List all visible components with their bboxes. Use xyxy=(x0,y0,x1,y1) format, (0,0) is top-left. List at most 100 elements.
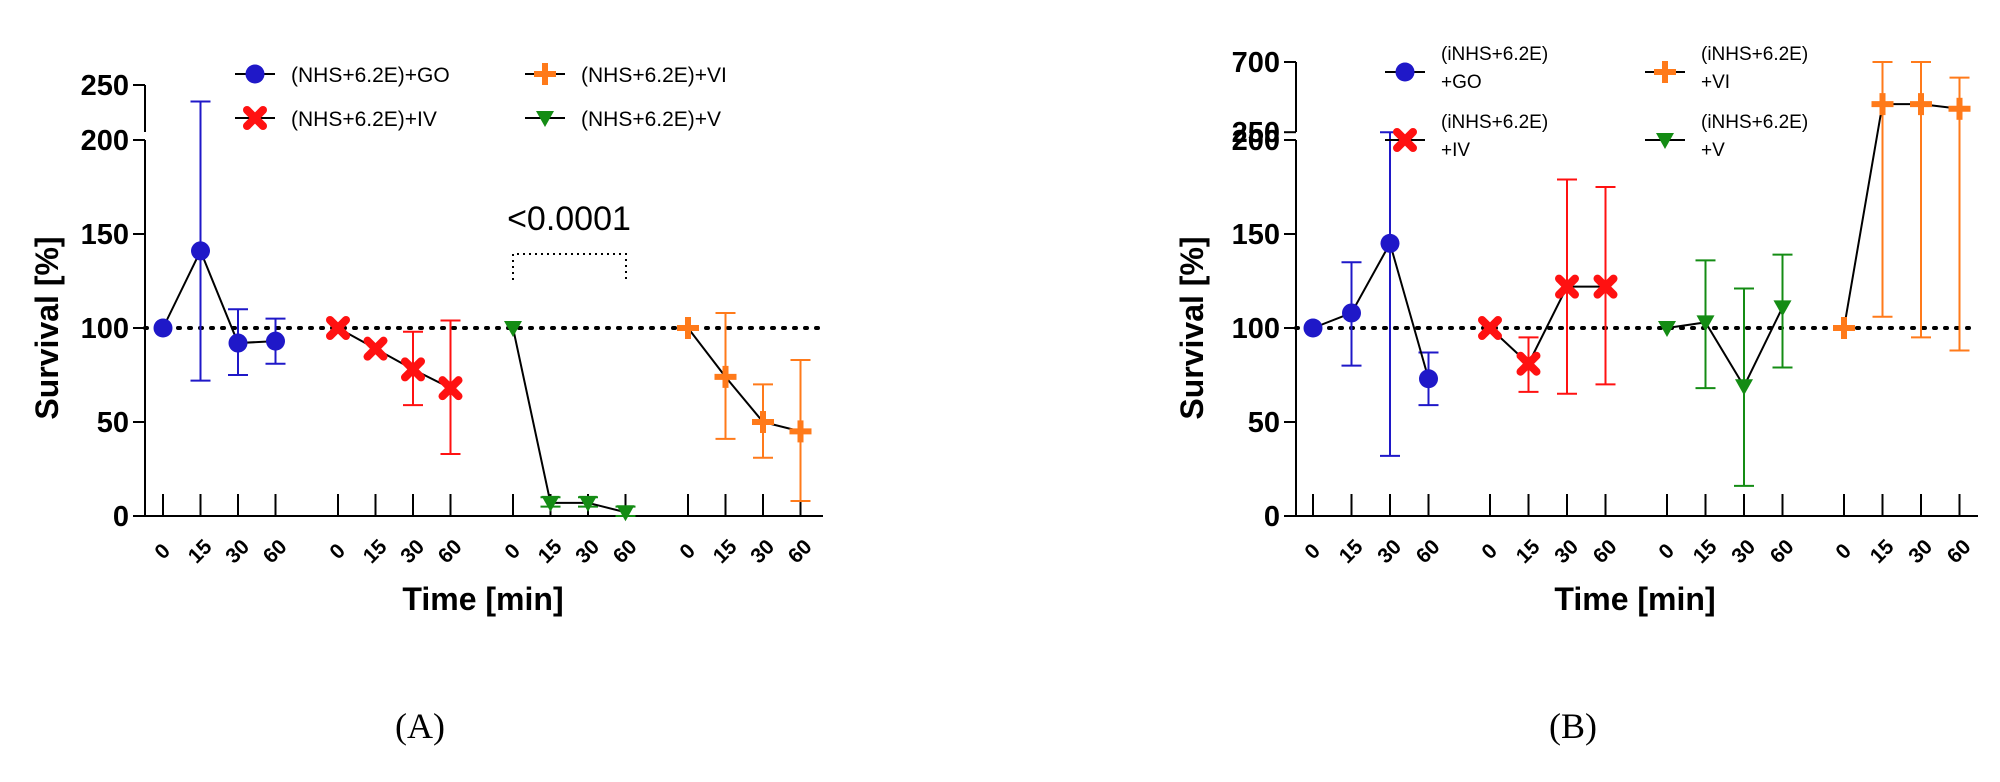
panel-b-legend-label-3-0: (iNHS+6.2E) xyxy=(1701,44,1808,65)
panel-b-point-2-1 xyxy=(1696,315,1715,332)
panel-a-point-1-1 xyxy=(363,336,388,361)
panel-b-point-3-2 xyxy=(1910,93,1932,116)
panel-a-legend-plus: (NHS+6.2E)+VI xyxy=(525,63,727,87)
panel-a-xtick-label-0-1: 15 xyxy=(184,535,217,568)
panel-a-xtick-label-3-3: 60 xyxy=(784,535,817,568)
panel-a-xtick-label-3-1: 15 xyxy=(709,535,742,568)
panel-b-series-triangle: 0 15 30 60 xyxy=(1654,253,1799,568)
panel-a-y-axis-title: Survival [%] xyxy=(29,236,65,419)
panel-b-xtick-label-1-0: 0 xyxy=(1477,539,1502,564)
panel-b-xtick-label-3-1: 15 xyxy=(1866,535,1899,568)
panel-b-xtick-label-2-0: 0 xyxy=(1654,539,1679,564)
panel-a-series-line-0 xyxy=(162,248,276,345)
panel-b-xtick-label-0-2: 30 xyxy=(1373,535,1406,568)
panel-a-ytick-label-250: 250 xyxy=(81,70,129,102)
panel-b-legend-label-1-1: +IV xyxy=(1441,140,1470,161)
panel-a-legend-label-0: (NHS+6.2E)+GO xyxy=(291,64,450,87)
panel-a-point-3-1 xyxy=(714,365,737,388)
panel-b-legend-circle: (iNHS+6.2E) +GO xyxy=(1385,44,1548,93)
panel-b-legend-label-2-0: (iNHS+6.2E) xyxy=(1701,112,1808,133)
panel-a-legend-circle: (NHS+6.2E)+GO xyxy=(235,64,450,87)
panel-a-xtick-label-1-1: 15 xyxy=(359,535,392,568)
panel-a-point-1-0 xyxy=(326,316,350,340)
panel-b-ytick-label-100: 100 xyxy=(1232,313,1280,345)
panel-b-xtick-label-2-2: 30 xyxy=(1727,535,1760,568)
panel-a-series-line-2 xyxy=(512,327,626,514)
panel-b-point-1-1-stroke-b xyxy=(1516,351,1541,376)
panel-b-xtick-label-2-1: 15 xyxy=(1689,535,1722,568)
panel-a-xtick-label-0-0: 0 xyxy=(150,539,175,564)
panel-a-legend-label-2: (NHS+6.2E)+V xyxy=(581,108,721,131)
panel-b-legend-triangle: (iNHS+6.2E) +V xyxy=(1645,112,1808,161)
panel-b-legend-label-1-0: (iNHS+6.2E) xyxy=(1441,112,1548,133)
panel-a-point-1-3-stroke-b xyxy=(438,376,463,401)
panel-a-series-circle: 0 15 30 60 xyxy=(150,100,292,568)
panel-a-ytick-label-150: 150 xyxy=(81,219,129,251)
panel-b-point-2-2 xyxy=(1735,379,1753,396)
panel-b-legend-marker-2 xyxy=(1656,133,1674,149)
panel-b-xtick-label-2-3: 60 xyxy=(1766,535,1799,568)
panel-b-point-2-3 xyxy=(1773,300,1792,317)
panel-a-ytick-label-0: 0 xyxy=(113,501,129,533)
panel-a-significance-label: <0.0001 xyxy=(507,200,631,238)
panel-a-point-2-3 xyxy=(616,505,635,522)
panel-b-legend-label-0-0: (iNHS+6.2E) xyxy=(1441,44,1548,65)
panel-a-significance-bracket xyxy=(512,253,627,280)
panel-b-legend-marker-1-stroke-b xyxy=(1393,128,1417,152)
panel-a-series-triangle: 0 15 30 60 xyxy=(500,321,642,568)
panel-b-x-axis-title: Time [min] xyxy=(1554,581,1715,617)
panel-b-xtick-label-1-2: 30 xyxy=(1550,535,1583,568)
panel-a-xtick-label-1-0: 0 xyxy=(325,539,350,564)
panel-b-point-3-1 xyxy=(1871,93,1894,116)
panel-a-xtick-label-0-2: 30 xyxy=(221,535,254,568)
panel-a-point-1-3 xyxy=(438,376,463,401)
panel-b-ytick-label-250: 250 xyxy=(1232,117,1280,149)
panel-b-xtick-label-3-0: 0 xyxy=(1831,539,1856,564)
panel-b-series-x: 0 15 30 60 xyxy=(1477,178,1622,568)
panel-b-xtick-label-0-3: 60 xyxy=(1412,535,1445,568)
panel-a-legend-label-1: (NHS+6.2E)+IV xyxy=(291,108,437,131)
panel-a-xtick-label-3-0: 0 xyxy=(675,539,700,564)
panel-a-point-2-0 xyxy=(504,321,522,337)
panel-a-point-2-1 xyxy=(541,495,560,512)
panel-a-legend-triangle: (NHS+6.2E)+V xyxy=(525,108,721,131)
panel-a-series-line-1 xyxy=(337,327,451,390)
panel-a-point-3-3 xyxy=(789,420,812,443)
panel-a-point-3-0 xyxy=(677,317,699,339)
panel-b-series-line-0 xyxy=(1312,240,1430,380)
panel-b-legend-plus: (iNHS+6.2E) +VI xyxy=(1645,44,1808,93)
panel-b-point-0-0 xyxy=(1303,318,1323,338)
panel-b-legend-marker-1 xyxy=(1393,128,1417,152)
panel-b-series-line-3 xyxy=(1843,103,1960,329)
panel-a-series-plus: 0 15 30 60 xyxy=(675,311,817,568)
panel-a-xtick-label-3-2: 30 xyxy=(746,535,779,568)
panel-b-ytick-label-200: 200 xyxy=(1232,125,1280,157)
panel-a-point-0-2 xyxy=(228,333,248,353)
panel-a-ytick-label-50: 50 xyxy=(97,407,129,439)
panel-b-xtick-label-1-3: 60 xyxy=(1589,535,1622,568)
panel-b-legend-marker-0 xyxy=(1395,62,1415,82)
panel-b-series-plus: 0 15 30 60 xyxy=(1831,61,1976,568)
panel-a-xtick-label-1-3: 60 xyxy=(434,535,467,568)
panel-a-ytick-label-100: 100 xyxy=(81,313,129,345)
panel-a-legend-x: (NHS+6.2E)+IV xyxy=(235,106,437,131)
panel-a-point-0-0 xyxy=(153,318,173,338)
panel-a-xtick-label-0-3: 60 xyxy=(259,535,292,568)
panel-a-point-0-3 xyxy=(266,331,285,351)
panel-b-point-3-0 xyxy=(1833,317,1855,339)
panel-a-legend-marker-0 xyxy=(245,64,265,84)
panel-b-point-1-1 xyxy=(1516,351,1541,376)
panel-a-point-1-1-stroke-b xyxy=(363,336,388,361)
panel-b-xtick-label-1-1: 15 xyxy=(1512,535,1545,568)
panel-b-point-1-2 xyxy=(1555,274,1579,299)
panel-b-xtick-label-0-1: 15 xyxy=(1335,535,1368,568)
panel-b-legend-label-0-1: +GO xyxy=(1441,72,1482,93)
panel-b-point-1-3-stroke-b xyxy=(1593,274,1618,299)
panel-a-xtick-label-2-2: 30 xyxy=(571,535,604,568)
panel-b-ytick-label-150: 150 xyxy=(1232,219,1280,251)
panel-b-ytick-label-50: 50 xyxy=(1248,407,1280,439)
panel-a-series-line-3 xyxy=(687,327,801,433)
panel-b-panel-label: (B) xyxy=(1549,706,1597,746)
panel-b-point-2-0 xyxy=(1658,321,1676,337)
